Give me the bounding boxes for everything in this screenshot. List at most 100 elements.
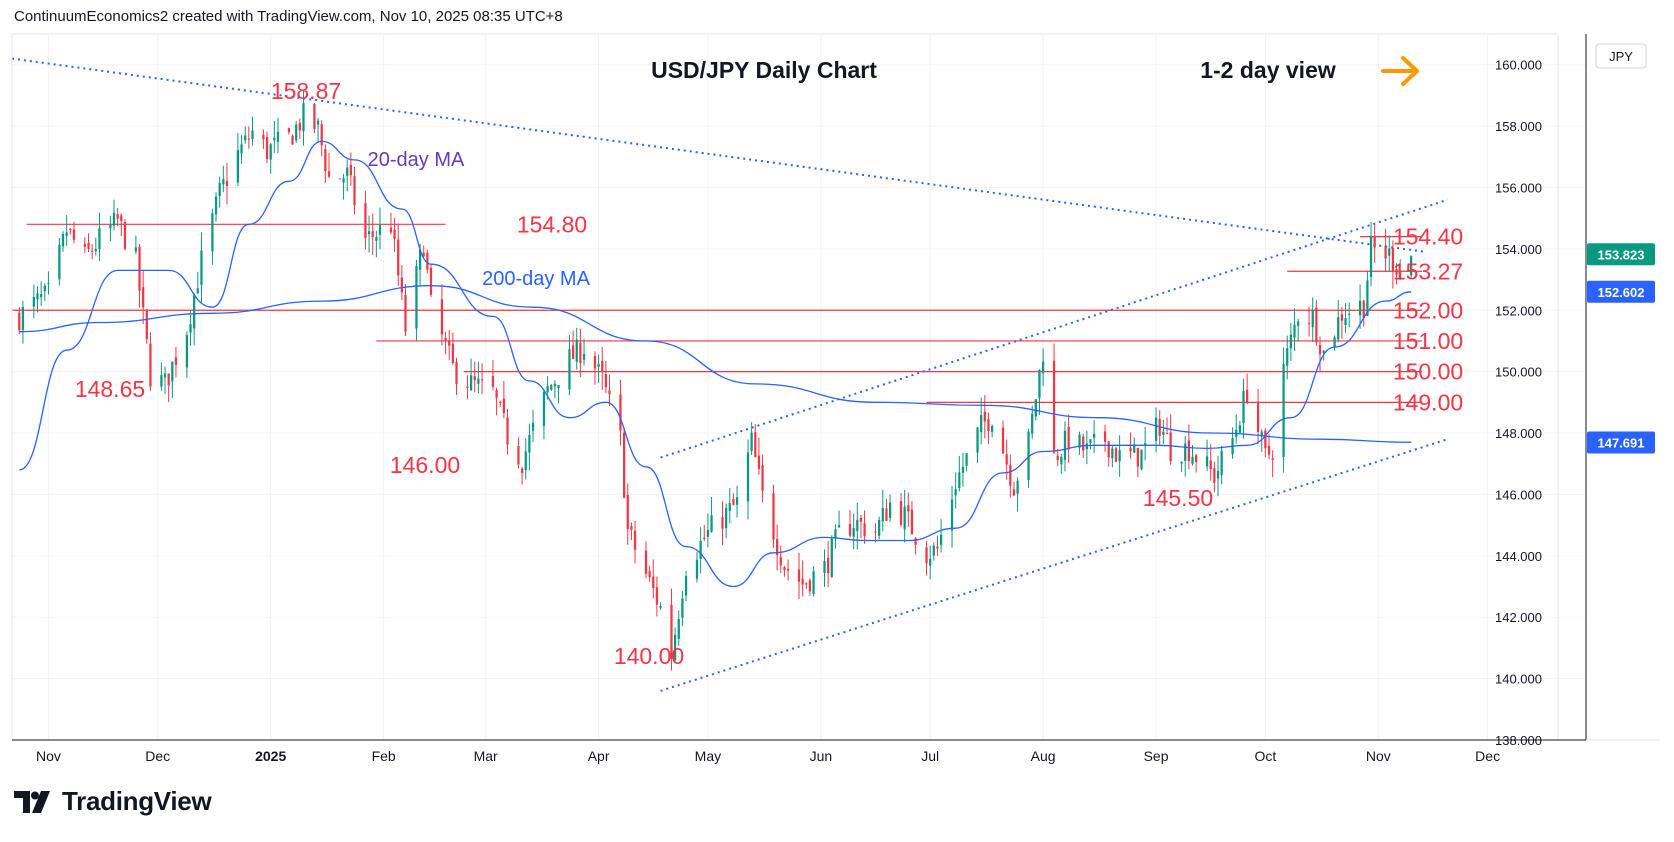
- candle: [1009, 454, 1012, 498]
- x-tick-label: Dec: [1475, 748, 1500, 764]
- candle: [976, 426, 979, 463]
- candle: [619, 379, 622, 446]
- candle-body: [1260, 431, 1263, 437]
- candle-body: [899, 501, 903, 525]
- candle: [506, 408, 509, 455]
- candle-body: [914, 538, 917, 545]
- candle-body: [1082, 436, 1085, 451]
- candle: [480, 363, 484, 395]
- candle: [652, 559, 655, 599]
- candle-body: [1129, 447, 1132, 452]
- candle: [112, 199, 116, 231]
- candle: [907, 492, 910, 527]
- level-label: 152.00: [1393, 297, 1463, 323]
- candle: [1282, 347, 1285, 473]
- candle: [1103, 424, 1107, 452]
- candle-body: [1384, 245, 1387, 259]
- candle: [1060, 453, 1063, 474]
- candle-body: [633, 530, 637, 550]
- candle: [171, 361, 174, 398]
- y-tick-label: 156.000: [1495, 180, 1542, 195]
- candle-body: [852, 527, 855, 537]
- candle-body: [269, 144, 272, 160]
- candle-body: [932, 545, 935, 556]
- tradingview-logo-icon: [14, 790, 50, 813]
- candle: [342, 173, 345, 200]
- candle: [524, 438, 527, 480]
- candle-body: [244, 135, 247, 141]
- candle-body: [746, 452, 750, 502]
- candle: [659, 602, 662, 610]
- candle-body: [214, 196, 218, 215]
- candle: [980, 397, 983, 445]
- candle-body: [83, 243, 86, 247]
- candle: [36, 286, 39, 313]
- candle-body: [506, 417, 509, 445]
- chart-labels: USD/JPY Daily Chart 1-2 day view 154.80 154…: [75, 56, 1463, 669]
- candle-body: [706, 530, 710, 537]
- candle-body: [393, 229, 396, 239]
- candle-body: [779, 556, 782, 566]
- candle: [622, 429, 626, 499]
- candle-body: [32, 297, 35, 307]
- candle: [550, 383, 553, 391]
- candle: [346, 159, 349, 192]
- candle-body: [910, 509, 914, 535]
- level-label: 154.40: [1393, 224, 1463, 250]
- candle: [1162, 419, 1165, 445]
- candle: [648, 565, 651, 582]
- candle: [174, 347, 178, 378]
- candle-body: [958, 472, 961, 489]
- candle-body: [1012, 489, 1016, 496]
- candle-body: [1140, 449, 1143, 470]
- candle-body: [422, 252, 425, 257]
- price-tag: 153.823: [1587, 243, 1655, 266]
- candle: [1220, 445, 1223, 485]
- candle-body: [542, 391, 546, 426]
- candle-body: [149, 343, 152, 387]
- candle: [160, 362, 163, 391]
- candle: [247, 126, 250, 149]
- candle-body: [837, 525, 841, 528]
- price-tag-value: 152.602: [1598, 285, 1645, 300]
- candle-body: [827, 557, 830, 574]
- candle: [644, 541, 648, 579]
- candle: [1067, 414, 1070, 463]
- candle-body: [499, 401, 502, 403]
- candle-body: [171, 361, 174, 382]
- candle: [1264, 428, 1267, 458]
- candle-body: [87, 242, 90, 249]
- candle-body: [109, 224, 112, 229]
- candle: [1158, 410, 1161, 446]
- candle-body: [72, 229, 76, 240]
- candle: [21, 300, 25, 344]
- candle: [834, 524, 837, 549]
- x-tick-label: Dec: [145, 748, 170, 764]
- price-tag-value: 147.691: [1598, 436, 1645, 451]
- candle-body: [91, 250, 94, 252]
- candle-body: [18, 312, 21, 331]
- candle-body: [200, 250, 203, 285]
- candle: [338, 178, 342, 180]
- candle-body: [287, 128, 291, 133]
- candle: [1213, 461, 1216, 493]
- candle: [925, 540, 928, 576]
- candle-body: [1041, 361, 1045, 374]
- candle-body: [1027, 431, 1030, 481]
- candle: [364, 190, 367, 250]
- candle-body: [1005, 454, 1008, 465]
- candle-body: [757, 455, 761, 470]
- candle: [477, 361, 480, 394]
- candle: [1399, 259, 1402, 281]
- axes: 160.000 158.000 156.000 154.000 152.000 150.0…: [11, 33, 1660, 764]
- candle: [1318, 336, 1322, 373]
- candle-body: [276, 131, 280, 143]
- candle: [954, 472, 957, 509]
- candle: [706, 513, 710, 548]
- candle-body: [725, 507, 728, 529]
- candle-body: [721, 517, 724, 529]
- tradingview-brand[interactable]: TradingView: [14, 786, 212, 817]
- candle: [142, 270, 145, 325]
- candle: [699, 527, 702, 574]
- ma200-label: 200-day MA: [482, 268, 590, 290]
